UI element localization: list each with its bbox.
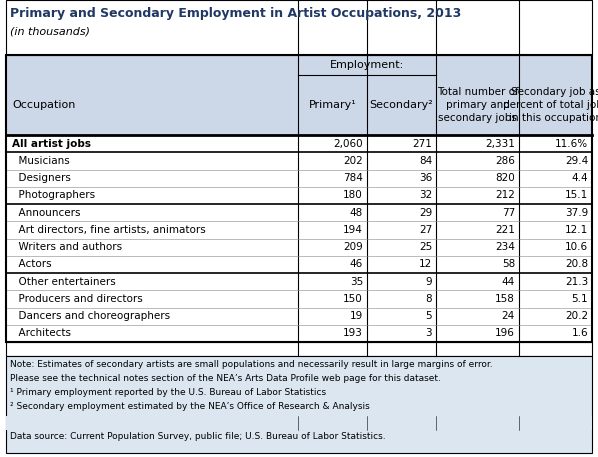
Text: 158: 158 [495,294,515,304]
Text: 193: 193 [343,329,363,338]
Text: Please see the technical notes section of the NEA’s Arts Data Profile web page f: Please see the technical notes section o… [10,374,441,383]
Text: 44: 44 [502,276,515,287]
Bar [6,416,592,430]
Bar [6,135,592,342]
Text: Primary and Secondary Employment in Artist Occupations, 2013: Primary and Secondary Employment in Arti… [10,7,461,20]
Text: Writers and authors: Writers and authors [12,242,122,252]
Text: Art directors, fine artists, animators: Art directors, fine artists, animators [12,225,206,235]
Text: 150: 150 [343,294,363,304]
Text: Producers and directors: Producers and directors [12,294,143,304]
Text: 209: 209 [343,242,363,252]
Text: ¹ Primary employment reported by the U.S. Bureau of Labor Statistics: ¹ Primary employment reported by the U.S… [10,388,326,397]
Text: 5: 5 [425,311,432,321]
Text: 11.6%: 11.6% [555,138,588,149]
Text: 58: 58 [502,260,515,269]
Text: Dancers and choreographers: Dancers and choreographers [12,311,170,321]
Text: 234: 234 [495,242,515,252]
Text: 36: 36 [419,173,432,183]
Text: Other entertainers: Other entertainers [12,276,116,287]
Text: Actors: Actors [12,260,51,269]
Text: Primary¹: Primary¹ [309,100,356,110]
Text: 4.4: 4.4 [571,173,588,183]
Text: 12.1: 12.1 [565,225,588,235]
Text: Announcers: Announcers [12,207,81,218]
Text: 194: 194 [343,225,363,235]
Text: 10.6: 10.6 [565,242,588,252]
Bar [6,342,592,356]
Text: 24: 24 [502,311,515,321]
Text: Total number of
primary and
secondary jobs: Total number of primary and secondary jo… [437,87,518,123]
Text: 820: 820 [495,173,515,183]
Text: Occupation: Occupation [12,100,75,110]
Text: 29.4: 29.4 [565,156,588,166]
Text: Note: Estimates of secondary artists are small populations and necessarily resul: Note: Estimates of secondary artists are… [10,360,493,369]
Text: Musicians: Musicians [12,156,70,166]
Bar [6,0,592,55]
Text: Data source: Current Population Survey, public file; U.S. Bureau of Labor Statis: Data source: Current Population Survey, … [10,432,386,441]
Text: Employment:: Employment: [330,60,404,70]
Text: Secondary²: Secondary² [370,100,434,110]
Text: ² Secondary employment estimated by the NEA’s Office of Research & Analysis: ² Secondary employment estimated by the … [10,402,370,411]
Text: 202: 202 [343,156,363,166]
Text: 25: 25 [419,242,432,252]
Text: 221: 221 [495,225,515,235]
Text: 29: 29 [419,207,432,218]
Text: 271: 271 [412,138,432,149]
Text: 212: 212 [495,191,515,200]
Text: 180: 180 [343,191,363,200]
Text: 19: 19 [350,311,363,321]
Text: 77: 77 [502,207,515,218]
Bar [6,356,592,453]
Text: 9: 9 [425,276,432,287]
Text: 48: 48 [350,207,363,218]
Text: Architects: Architects [12,329,71,338]
Text: Designers: Designers [12,173,71,183]
Text: 784: 784 [343,173,363,183]
Text: 1.6: 1.6 [571,329,588,338]
Text: 21.3: 21.3 [565,276,588,287]
Text: (in thousands): (in thousands) [10,26,90,36]
Text: All artist jobs: All artist jobs [12,138,91,149]
Text: 32: 32 [419,191,432,200]
Text: 8: 8 [425,294,432,304]
Text: 5.1: 5.1 [571,294,588,304]
Text: 20.8: 20.8 [565,260,588,269]
Bar [6,55,592,342]
Text: 37.9: 37.9 [565,207,588,218]
Text: 12: 12 [419,260,432,269]
Text: 3: 3 [425,329,432,338]
Text: 27: 27 [419,225,432,235]
Text: 35: 35 [350,276,363,287]
Bar [6,55,592,135]
Text: 196: 196 [495,329,515,338]
Text: 46: 46 [350,260,363,269]
Text: 2,060: 2,060 [333,138,363,149]
Text: Secondary job as
percent of total jobs
in this occupation: Secondary job as percent of total jobs i… [503,87,598,123]
Text: 84: 84 [419,156,432,166]
Text: 286: 286 [495,156,515,166]
Text: 2,331: 2,331 [485,138,515,149]
Text: Photographers: Photographers [12,191,95,200]
Text: 15.1: 15.1 [565,191,588,200]
Text: 20.2: 20.2 [565,311,588,321]
